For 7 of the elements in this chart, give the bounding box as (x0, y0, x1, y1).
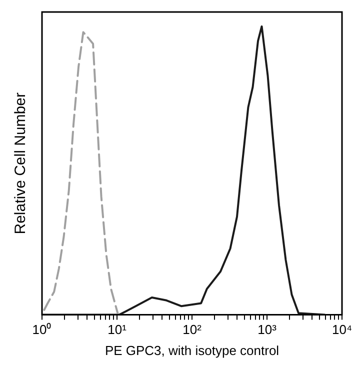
x-tick-label: 10⁴ (332, 322, 352, 338)
x-tick-label: 10¹ (108, 322, 128, 338)
x-tick-label: 10³ (258, 322, 278, 338)
x-axis-title: PE GPC3, with isotype control (104, 342, 280, 358)
x-tick-label: 10² (182, 322, 202, 338)
y-axis-title: Relative Cell Number (12, 92, 30, 234)
x-tick-label: 10⁰ (32, 322, 52, 338)
